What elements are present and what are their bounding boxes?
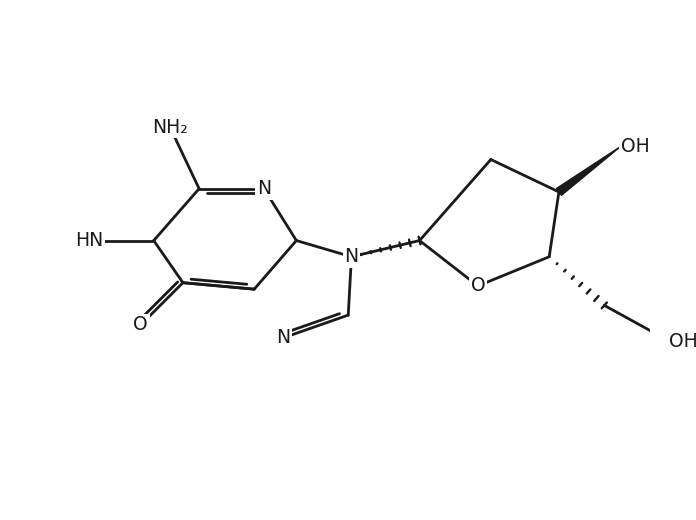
- Polygon shape: [556, 147, 621, 196]
- Text: HN: HN: [74, 231, 103, 250]
- Text: O: O: [470, 277, 485, 295]
- Text: N: N: [345, 247, 358, 266]
- Text: O: O: [134, 315, 148, 334]
- Text: OH: OH: [621, 137, 649, 156]
- Text: NH₂: NH₂: [152, 118, 188, 137]
- Text: N: N: [276, 328, 290, 347]
- Text: N: N: [257, 179, 271, 198]
- Text: OH: OH: [669, 332, 696, 350]
